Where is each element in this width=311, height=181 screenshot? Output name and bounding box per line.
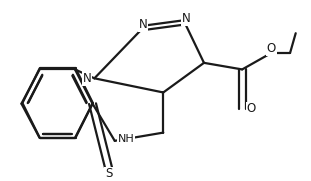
Text: S: S (105, 167, 112, 180)
Text: N: N (182, 12, 190, 25)
Text: N: N (83, 72, 91, 85)
Text: N: N (139, 18, 147, 31)
Text: O: O (246, 102, 256, 115)
Text: O: O (267, 42, 276, 55)
Text: NH: NH (118, 134, 135, 144)
